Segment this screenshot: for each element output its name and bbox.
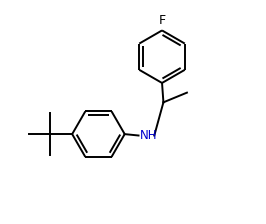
Text: F: F xyxy=(159,14,166,27)
Text: NH: NH xyxy=(140,129,157,142)
